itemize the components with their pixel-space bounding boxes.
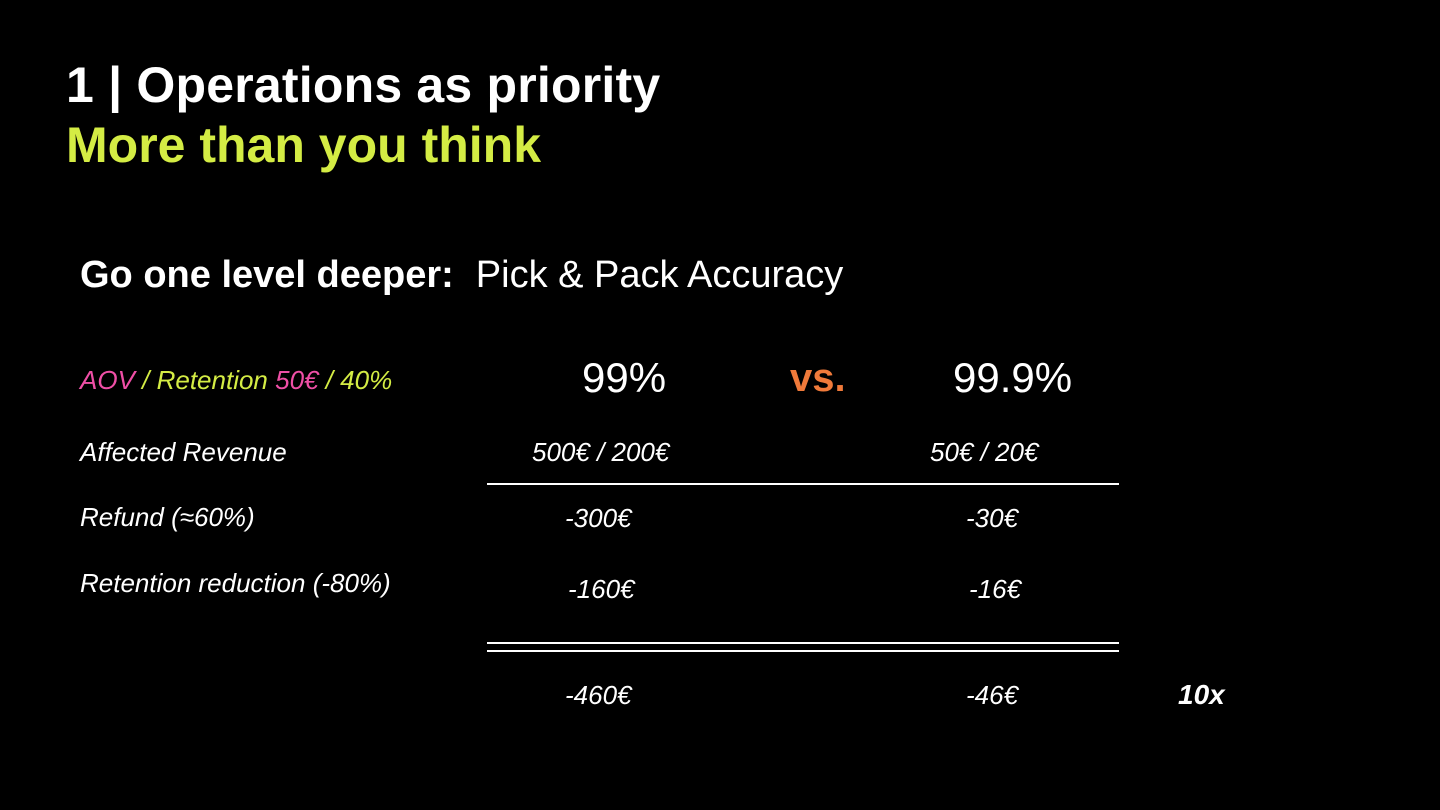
aov-value-text: 50€ [275,365,319,395]
retention-sep-text: / Retention [134,365,276,395]
aov-retention-label: AOV / Retention 50€ / 40% [80,364,392,396]
retention-value-text: / 40% [318,365,393,395]
lead-line: Go one level deeper: Pick & Pack Accuracy [80,252,843,298]
cell-affected-revenue-right: 50€ / 20€ [930,437,1039,467]
slide-subtitle: More than you think [66,117,541,173]
factor-label: 10x [1178,679,1225,710]
total-double-line-bottom [487,650,1119,652]
vs-label: vs. [790,356,846,400]
cell-refund-left: -300€ [565,503,632,533]
cell-refund-right: -30€ [966,503,1019,533]
aov-text: AOV [80,365,135,395]
total-right: -46€ [966,680,1019,710]
lead-bold-text: Go one level deeper: [80,254,454,296]
divider-line [487,483,1119,485]
cell-retention-reduction-left: -160€ [568,574,635,604]
lead-topic-text: Pick & Pack Accuracy [475,254,844,296]
row-label-refund: Refund (≈60%) [80,502,255,532]
column-header-right: 99.9% [953,354,1073,401]
cell-affected-revenue-left: 500€ / 200€ [532,437,670,467]
cell-retention-reduction-right: -16€ [969,574,1022,604]
total-left: -460€ [565,680,632,710]
slide-title: 1 | Operations as priority [66,57,661,113]
total-double-line-top [487,642,1119,644]
column-header-left: 99% [582,354,667,401]
row-label-affected-revenue: Affected Revenue [80,437,287,467]
row-label-retention-reduction: Retention reduction (-80%) [80,568,391,598]
